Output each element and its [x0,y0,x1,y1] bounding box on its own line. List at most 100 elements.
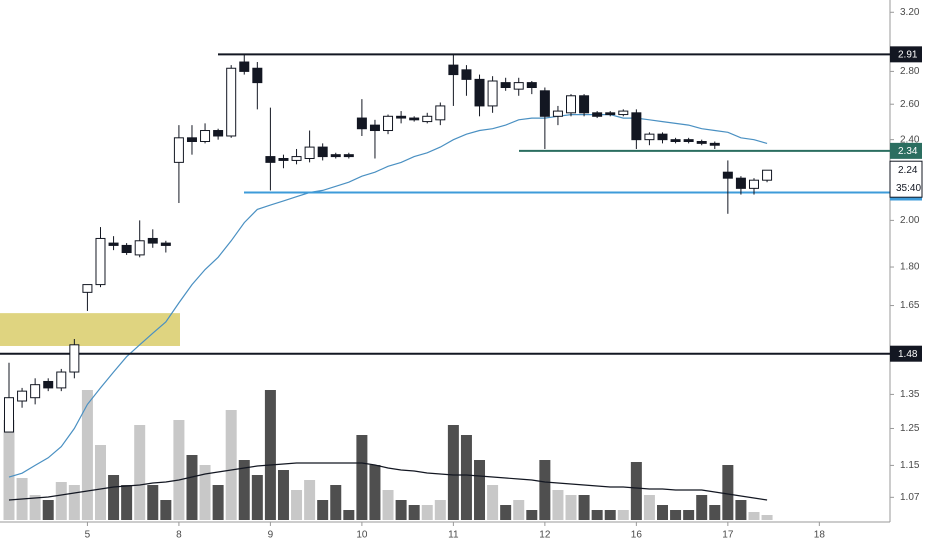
candle-body [657,133,668,141]
candle-body [409,117,420,121]
x-tick-label: 11 [448,530,459,541]
y-tick-label: 1.07 [900,492,920,503]
candle-body [448,64,459,76]
x-tick-label: 10 [356,530,368,541]
candle-body [173,137,184,163]
volume-bar [330,485,342,520]
volume-bar [630,462,642,520]
volume-bar [173,420,185,520]
volume-bar [591,510,603,520]
candle-body [762,169,773,181]
volume-bar [735,500,747,520]
y-tick-label: 3.20 [900,7,920,18]
candle-body [43,380,54,389]
candle-body [539,90,550,117]
candle-body [709,142,720,146]
candle-body [552,110,563,117]
volume-bar [199,465,211,520]
x-tick-label: 18 [814,530,826,541]
candle-body [579,95,590,114]
level-tag-label: 2.91 [898,49,918,60]
y-tick-label: 1.35 [900,389,920,400]
y-tick-label: 1.25 [900,423,920,434]
last-price-tag [889,160,923,198]
level-tag [890,46,922,63]
x-tick-label: 16 [631,530,643,541]
candle-body [213,130,224,137]
candle-body [30,384,41,399]
volume-bar [604,510,616,520]
candle-body [383,115,394,132]
volume-bar [121,485,133,520]
candle-body [474,78,485,107]
volume-bar [304,480,316,520]
candle-body [356,117,367,130]
volume-bar [108,475,120,520]
y-tick-label: 1.15 [900,460,920,471]
volume-bar [147,485,159,520]
candle-body [4,397,14,433]
candle-body [186,137,197,143]
candle-body [696,141,707,144]
y-tick-label: 1.80 [900,262,920,273]
volume-bar [761,515,773,520]
volume-bar [238,460,250,520]
volume-bar [460,435,472,520]
candle-body [396,115,407,119]
volume-bar [264,390,276,520]
x-tick-label: 12 [539,530,551,541]
candle-body [526,82,537,89]
candle-body [605,112,616,116]
volume-bar [565,495,577,520]
volume-bar [709,505,721,520]
candle-body [435,105,446,121]
candle-body [108,242,119,246]
volume-bar [3,420,15,520]
candle-body [343,154,354,158]
candle-body [513,82,524,90]
volume-bar [186,455,198,520]
volume-bar [578,495,590,520]
volume-bar [356,435,368,520]
candle-body [683,139,694,143]
volume-bar [29,495,41,520]
volume-bar [434,500,446,520]
candle-body [147,237,158,244]
volume-bar [670,510,682,520]
volume-bar [421,505,433,520]
candle-body [239,61,250,72]
candle-body [278,157,289,161]
candle-body [134,240,145,256]
volume-bar [500,505,512,520]
x-tick-label: 17 [722,530,734,541]
zone [0,313,180,346]
candle-body [265,156,276,163]
volume-bar [526,510,538,520]
volume-bar [748,512,760,520]
candle-body [304,146,315,159]
volume-bar [382,490,394,520]
candle-body [200,130,211,143]
candle-body [69,344,80,373]
candle-body [252,67,263,84]
volume-bar [657,505,668,520]
candle-body [160,242,171,246]
candle-body [735,177,746,189]
volume-bar [55,482,67,520]
volume-bar [94,445,106,520]
volume-bar [343,510,355,520]
volume-bar [408,505,420,520]
candle-body [566,95,577,114]
candle-body [500,82,511,89]
candle-body [422,115,433,123]
volume-bar [251,475,263,520]
level-tag-label: 1.48 [898,349,918,360]
y-tick-label: 2.40 [900,134,920,145]
candle-body [56,371,67,389]
y-tick-label: 2.60 [900,99,920,110]
candle-body [330,154,341,158]
volume-bar [317,500,329,520]
last-price-label: 2.24 [898,165,918,176]
level-tag-label: 2.34 [898,146,918,157]
candle-body [618,110,629,116]
